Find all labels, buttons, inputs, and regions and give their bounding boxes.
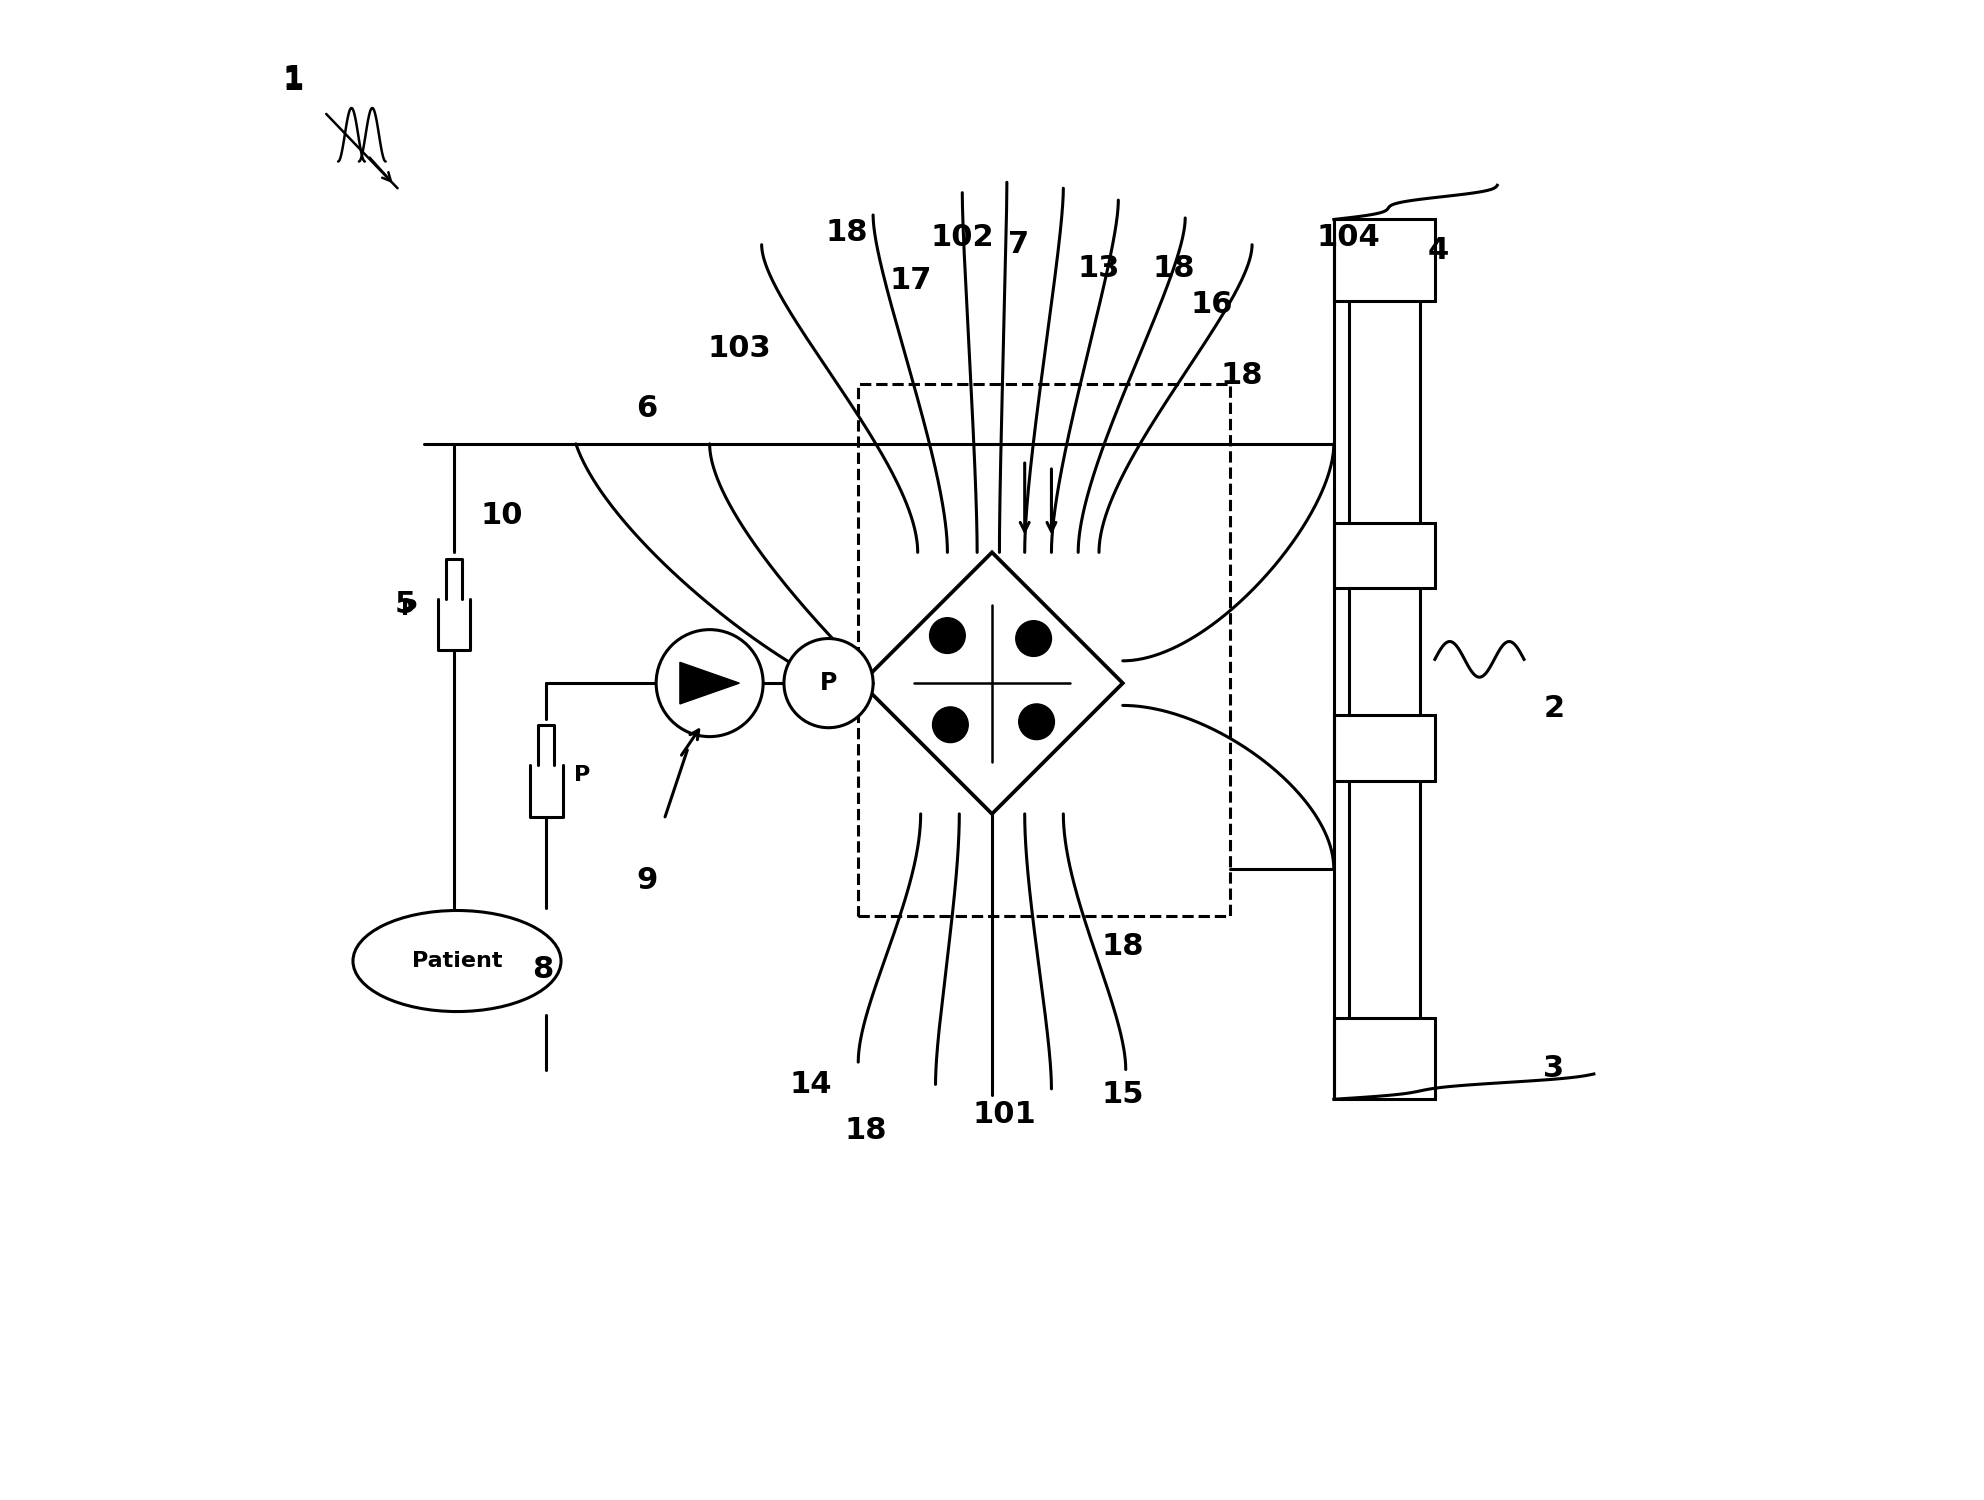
Circle shape <box>932 706 968 742</box>
Text: 9: 9 <box>637 867 659 895</box>
Text: 10: 10 <box>480 501 524 530</box>
Text: Patient: Patient <box>413 951 502 970</box>
Text: 101: 101 <box>972 1100 1036 1128</box>
Text: 103: 103 <box>708 334 772 363</box>
Bar <box>1333 1017 1434 1100</box>
Text: P: P <box>573 765 589 786</box>
Text: 16: 16 <box>1190 290 1234 318</box>
Text: 13: 13 <box>1077 254 1121 284</box>
Text: 3: 3 <box>1544 1053 1563 1083</box>
Text: 104: 104 <box>1317 224 1381 252</box>
Text: 6: 6 <box>637 393 659 423</box>
Circle shape <box>784 639 873 728</box>
Bar <box>1333 524 1434 588</box>
Text: 8: 8 <box>532 956 554 984</box>
Text: 15: 15 <box>1101 1080 1145 1110</box>
Text: P: P <box>401 598 417 619</box>
Text: 5: 5 <box>395 590 415 620</box>
Text: 17: 17 <box>889 266 930 296</box>
Text: 7: 7 <box>1008 230 1030 260</box>
Text: 102: 102 <box>930 224 994 252</box>
Text: 1: 1 <box>284 68 304 96</box>
Text: 18: 18 <box>1220 362 1264 390</box>
Text: P: P <box>819 670 837 694</box>
Bar <box>1333 716 1434 782</box>
Bar <box>1333 219 1434 302</box>
Circle shape <box>1016 621 1052 657</box>
Text: 18: 18 <box>1101 932 1145 960</box>
Text: 18: 18 <box>1153 254 1194 284</box>
Circle shape <box>657 630 764 736</box>
Text: 14: 14 <box>790 1070 831 1100</box>
Polygon shape <box>861 552 1123 814</box>
Text: 1: 1 <box>284 64 304 93</box>
Circle shape <box>930 618 966 654</box>
Text: 2: 2 <box>1544 694 1563 723</box>
Text: 4: 4 <box>1426 236 1448 266</box>
Polygon shape <box>681 663 740 704</box>
Text: 18: 18 <box>825 219 867 248</box>
Bar <box>859 384 1230 916</box>
Circle shape <box>1018 704 1054 740</box>
Text: 18: 18 <box>845 1116 887 1144</box>
Ellipse shape <box>353 910 561 1011</box>
